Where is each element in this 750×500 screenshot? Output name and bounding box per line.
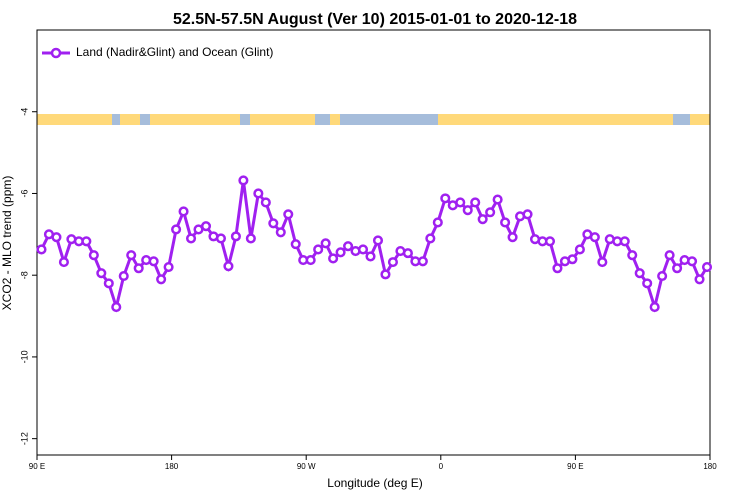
data-point [290, 239, 301, 250]
data-point [163, 261, 174, 273]
data-point [372, 235, 384, 246]
data-point [589, 232, 600, 243]
x-tick-label: 180 [703, 462, 717, 471]
data-point [283, 209, 294, 220]
data-point [417, 256, 428, 267]
data-point [148, 256, 159, 267]
x-tick-label: 90 E [29, 462, 45, 471]
data-point [96, 268, 107, 279]
data-point [260, 197, 271, 208]
x-tick-label: 90 E [567, 462, 583, 471]
data-point [627, 250, 638, 261]
data-point [387, 257, 398, 268]
data-point [238, 175, 249, 186]
data-point [185, 233, 197, 244]
data-point [552, 263, 563, 274]
y-axis-label: XCO2 - MLO trend (ppm) [0, 176, 14, 311]
data-point [88, 250, 99, 261]
data-point [328, 253, 339, 264]
chart-title: 52.5N-57.5N August (Ver 10) 2015-01-01 t… [173, 11, 577, 28]
data-point [619, 236, 630, 247]
data-point [103, 278, 114, 289]
data-point [440, 193, 451, 204]
data-point [664, 250, 675, 261]
data-point [275, 227, 286, 238]
data-point [118, 270, 129, 282]
data-point [200, 221, 212, 232]
data-point [597, 257, 608, 268]
x-axis-label: Longitude (deg E) [327, 476, 422, 490]
data-point [126, 250, 137, 261]
land-ocean-strip [37, 114, 710, 125]
plot-frame [36, 29, 711, 456]
data-point [171, 224, 182, 235]
legend-marker [50, 47, 62, 59]
data-point [500, 217, 511, 228]
y-tick-label: -6 [19, 189, 29, 197]
data-point [230, 231, 241, 242]
data-point [51, 232, 62, 243]
data-point [335, 247, 346, 258]
data-point [574, 244, 585, 255]
data-point [522, 209, 533, 220]
data-point [687, 256, 698, 267]
data-point [156, 274, 167, 285]
data-point [462, 205, 473, 216]
y-tick-label: -12 [19, 432, 29, 445]
data-point [268, 218, 279, 229]
data-point [634, 268, 645, 279]
x-tick-label: 90 W [297, 462, 316, 471]
data-point [81, 236, 92, 247]
data-point [649, 302, 660, 313]
data-point [567, 254, 578, 265]
data-point [365, 251, 376, 262]
data-point [425, 233, 436, 244]
data-point [544, 236, 556, 247]
data-point [477, 214, 488, 225]
data-point [223, 261, 234, 272]
data-point [58, 257, 69, 268]
data-point [253, 188, 264, 199]
data-point [215, 233, 227, 244]
data-point [432, 217, 443, 228]
data-point [178, 206, 189, 217]
data-point [642, 278, 653, 289]
data-point [657, 270, 668, 282]
data-point [507, 232, 518, 243]
data-point [320, 238, 331, 249]
data-point [313, 244, 324, 255]
data-point [455, 197, 466, 208]
y-tick-label: -10 [19, 350, 29, 363]
data-point [402, 248, 413, 259]
data-point [485, 207, 496, 218]
data-point [305, 255, 316, 266]
data-point [380, 269, 391, 280]
x-tick-label: 180 [165, 462, 179, 471]
data-point [701, 261, 713, 273]
data-point [245, 233, 256, 244]
y-tick-label: -4 [19, 108, 29, 116]
data-point [133, 263, 144, 274]
x-tick-label: 0 [439, 462, 444, 471]
data-point [694, 274, 705, 285]
data-point [470, 197, 481, 208]
y-tick-label: -8 [19, 271, 29, 279]
data-point [343, 241, 354, 252]
data-point [672, 263, 683, 274]
data-point [357, 244, 369, 255]
data-point [36, 244, 47, 255]
data-point [492, 194, 503, 205]
legend-label: Land (Nadir&Glint) and Ocean (Glint) [76, 45, 273, 59]
data-point [111, 302, 122, 313]
